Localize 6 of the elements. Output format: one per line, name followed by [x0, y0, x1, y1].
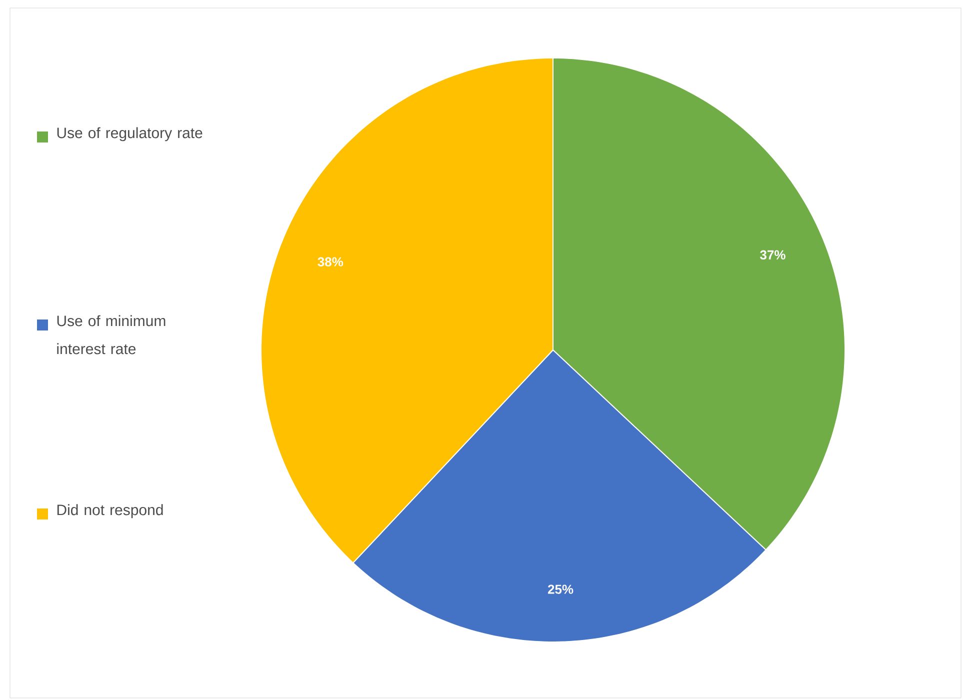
legend-label: Use of regulatory rate — [57, 127, 202, 142]
data-label: 25% — [548, 584, 574, 594]
data-label: 38% — [318, 257, 344, 266]
data-label: 37% — [760, 250, 786, 260]
legend-label: Use of minimum interest rate — [57, 315, 166, 354]
legend-label: Did not respond — [57, 504, 163, 518]
